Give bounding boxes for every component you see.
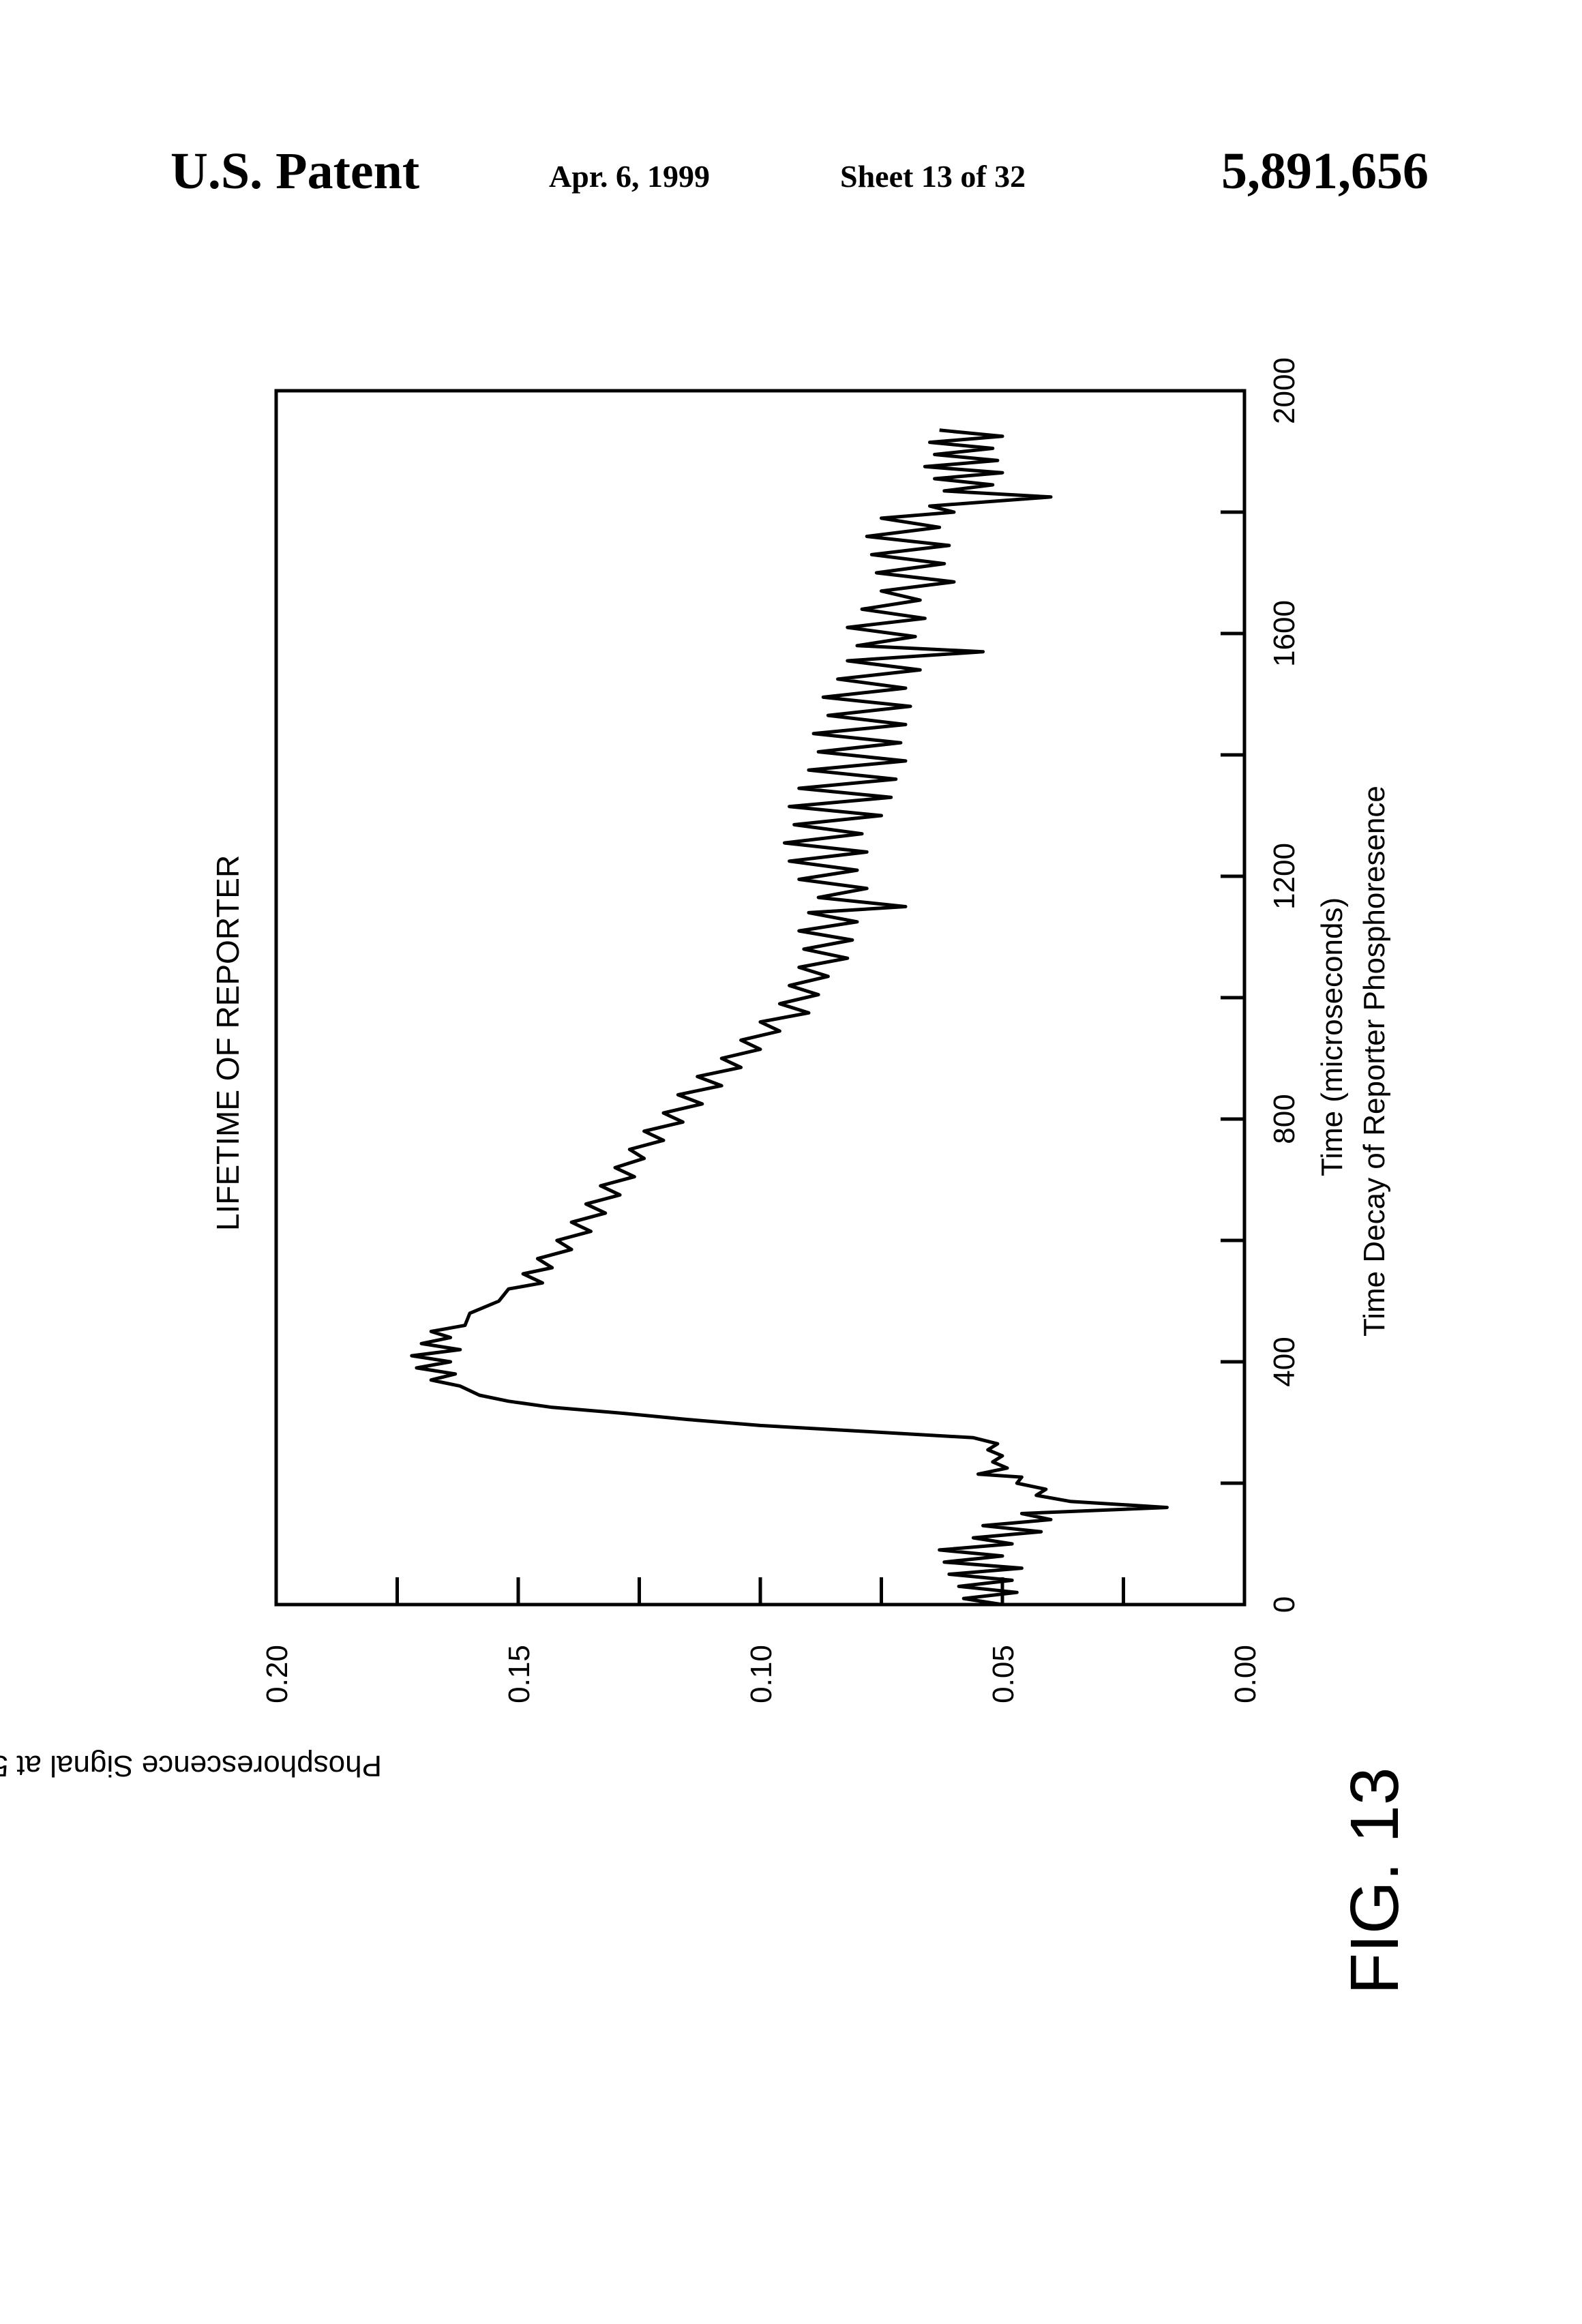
y-tick-label: 0.20: [260, 1645, 294, 1703]
figure-label: FIG. 13: [1337, 1768, 1413, 1995]
axis-ticks: [276, 391, 1244, 1605]
x-tick-label: 2000: [1268, 357, 1301, 424]
x-tick-label: 1600: [1268, 600, 1301, 667]
plot-frame: [276, 391, 1244, 1605]
chart-caption: Time Decay of Reporter Phosphoresence: [1358, 786, 1391, 1337]
x-tick-label: 1200: [1268, 843, 1301, 910]
y-tick-label: 0.00: [1229, 1645, 1262, 1703]
x-tick-label: 800: [1268, 1094, 1301, 1144]
x-axis-label: Time (microseconds): [1315, 897, 1349, 1176]
y-tick-label: 0.15: [503, 1645, 536, 1703]
x-tick-label: 0: [1268, 1596, 1301, 1613]
y-tick-label: 0.05: [987, 1645, 1020, 1703]
chart-title: LIFETIME OF REPORTER: [210, 855, 245, 1231]
series-line-phosphorescence: [412, 430, 1167, 1605]
y-axis-label: Phosphorescence Signal at 5410 Angstroms…: [0, 1749, 382, 1783]
x-tick-label: 400: [1268, 1337, 1301, 1386]
y-tick-label: 0.10: [745, 1645, 778, 1703]
